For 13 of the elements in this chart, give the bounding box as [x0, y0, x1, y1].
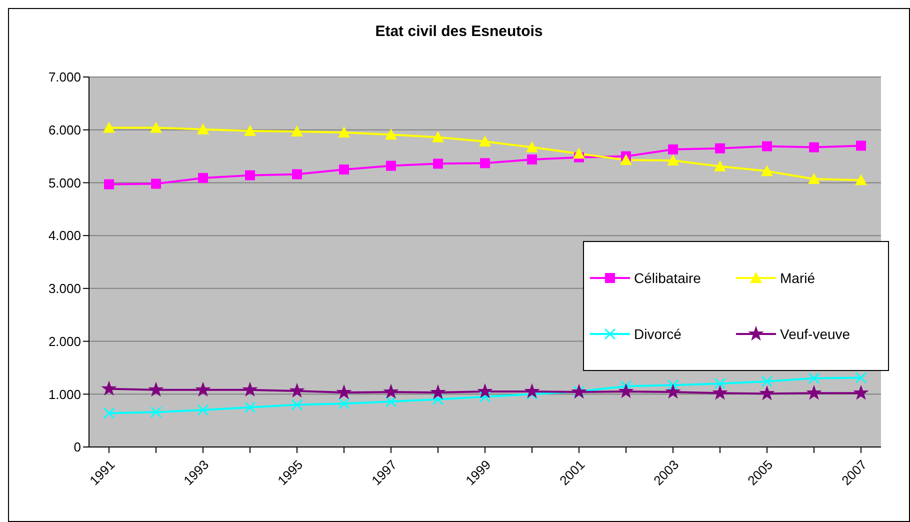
y-tick-label: 6.000	[48, 122, 81, 138]
y-tick-label: 0	[74, 440, 81, 455]
y-tick-label: 2.000	[48, 334, 81, 349]
y-tick-label: 3.000	[48, 281, 81, 296]
y-tick-label: 4.000	[48, 228, 81, 244]
y-tick-label: 1.000	[48, 386, 81, 402]
legend-label: Divorcé	[634, 326, 682, 342]
y-tick-label: 5.000	[48, 175, 81, 190]
legend-label: Célibataire	[634, 270, 701, 286]
legend-label: Veuf-veuve	[780, 326, 850, 342]
y-tick-label: 7.000	[48, 70, 81, 85]
legend-label: Marié	[780, 270, 816, 286]
chart-title: Etat civil des Esneutois	[374, 23, 544, 40]
